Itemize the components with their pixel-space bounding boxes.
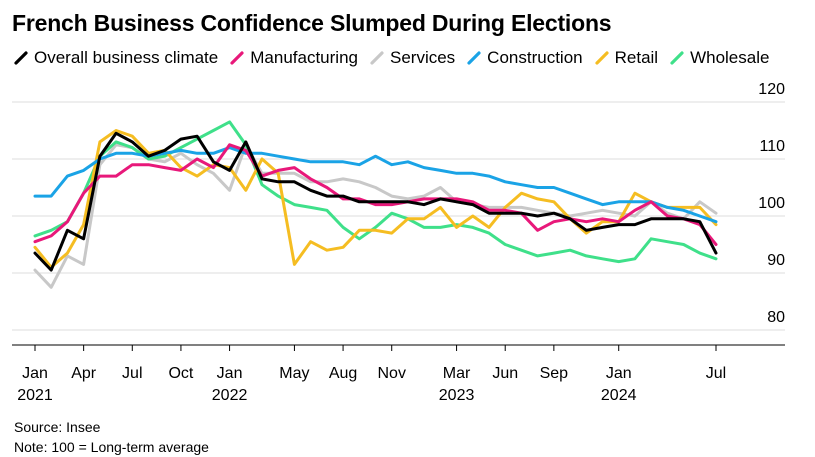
chart-title: French Business Confidence Slumped Durin… [12, 10, 612, 36]
x-tick-label-jul-42: Jul [706, 365, 726, 382]
legend-label-manufacturing: Manufacturing [250, 48, 358, 67]
y-tick-label-80: 80 [767, 309, 785, 326]
legend-label-wholesale: Wholesale [690, 48, 770, 67]
x-year-label-2021: 2021 [17, 387, 53, 404]
legend-swatch-retail [595, 51, 609, 65]
legend-label-retail: Retail [614, 48, 659, 67]
legend-label-services: Services [389, 48, 456, 67]
x-tick-label-jul-6: Jul [122, 365, 142, 382]
x-tick-label-nov-22: Nov [377, 365, 405, 382]
legend-label-construction: Construction [487, 48, 583, 67]
x-year-label-2024: 2024 [601, 387, 637, 404]
legend-item-construction: Construction [467, 46, 583, 69]
legend-swatch-wholesale [670, 51, 684, 65]
x-tick-label-mar-26: Mar [443, 365, 471, 382]
series-line-overall-business-climate [33, 131, 718, 272]
legend-swatch-manufacturing [230, 51, 244, 65]
x-tick-label-jan-12: Jan [217, 365, 243, 382]
legend-item-wholesale: Wholesale [670, 46, 769, 69]
x-tick-label-may-16: May [279, 365, 309, 382]
legend-item-retail: Retail [595, 46, 658, 69]
x-tick-label-jan-0: Jan [22, 365, 48, 382]
x-tick-label-jan-36: Jan [606, 365, 632, 382]
y-tick-label-90: 90 [767, 252, 785, 269]
x-tick-label-aug-19: Aug [329, 365, 357, 382]
legend-item-overall-business-climate: Overall business climate [14, 46, 218, 69]
series-line-retail [33, 129, 718, 269]
series-line-wholesale [33, 120, 718, 264]
y-tick-label-110: 110 [759, 138, 785, 155]
y-tick-label-100: 100 [758, 195, 785, 212]
legend: Overall business climate Manufacturing Ser… [14, 46, 804, 69]
legend-item-manufacturing: Manufacturing [230, 46, 358, 69]
x-year-label-2023: 2023 [439, 387, 475, 404]
x-tick-label-apr-3: Apr [71, 365, 97, 382]
x-tick-label-sep-32: Sep [540, 365, 569, 382]
legend-item-services: Services [370, 46, 455, 69]
series-line-manufacturing [33, 143, 718, 246]
legend-label-overall-business-climate: Overall business climate [34, 48, 219, 67]
x-tick-label-jun-29: Jun [492, 365, 518, 382]
x-year-label-2022: 2022 [212, 387, 248, 404]
legend-swatch-overall-business-climate [14, 51, 28, 65]
y-tick-label-120: 120 [758, 81, 785, 98]
legend-swatch-services [370, 51, 384, 65]
footnote: Note: 100 = Long-term average [14, 439, 209, 455]
source-note: Source: Insee [14, 419, 101, 435]
x-tick-label-oct-9: Oct [168, 365, 193, 382]
legend-swatch-construction [467, 51, 481, 65]
